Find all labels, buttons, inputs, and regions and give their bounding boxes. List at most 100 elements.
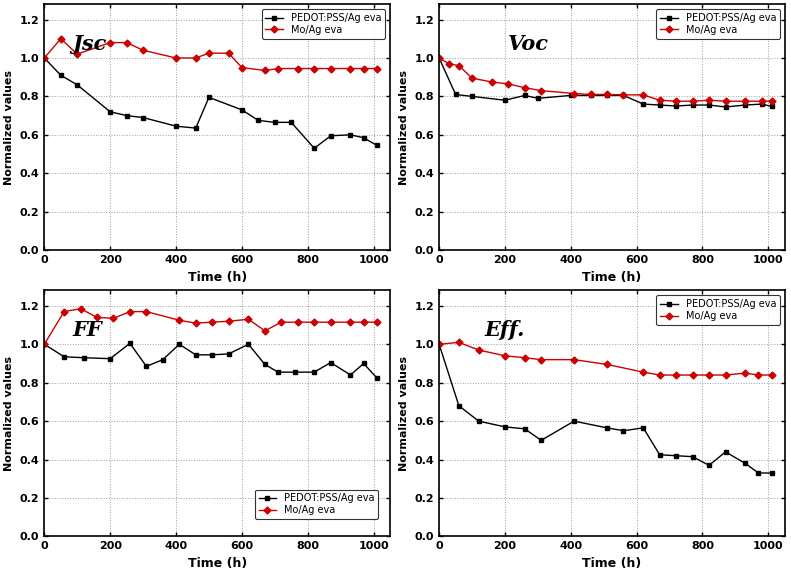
PEDOT:PSS/Ag eva: [359, 134, 369, 141]
PEDOT:PSS/Ag eva: [721, 103, 730, 110]
PEDOT:PSS/Ag eva: [467, 93, 477, 100]
Mo/Ag eva: [372, 65, 381, 72]
PEDOT:PSS/Ag eva: [704, 102, 713, 108]
Mo/Ag eva: [536, 87, 546, 94]
X-axis label: Time (h): Time (h): [187, 557, 247, 570]
Mo/Ag eva: [359, 319, 369, 325]
Mo/Ag eva: [570, 356, 579, 363]
PEDOT:PSS/Ag eva: [688, 453, 698, 460]
PEDOT:PSS/Ag eva: [122, 112, 131, 119]
Mo/Ag eva: [244, 316, 253, 323]
PEDOT:PSS/Ag eva: [207, 351, 217, 358]
Mo/Ag eva: [293, 319, 302, 325]
Mo/Ag eva: [309, 319, 319, 325]
Mo/Ag eva: [504, 80, 513, 87]
Legend: PEDOT:PSS/Ag eva, Mo/Ag eva: PEDOT:PSS/Ag eva, Mo/Ag eva: [657, 9, 780, 39]
Mo/Ag eva: [721, 98, 730, 104]
PEDOT:PSS/Ag eva: [500, 97, 509, 104]
Mo/Ag eva: [309, 65, 319, 72]
PEDOT:PSS/Ag eva: [142, 363, 151, 370]
Mo/Ag eva: [638, 91, 648, 98]
PEDOT:PSS/Ag eva: [586, 92, 596, 99]
X-axis label: Time (h): Time (h): [582, 270, 642, 284]
Text: Voc: Voc: [509, 34, 549, 54]
Line: PEDOT:PSS/Ag eva: PEDOT:PSS/Ag eva: [42, 56, 379, 151]
Mo/Ag eva: [586, 91, 596, 98]
Mo/Ag eva: [260, 327, 270, 334]
PEDOT:PSS/Ag eva: [260, 361, 270, 368]
Mo/Ag eva: [326, 65, 335, 72]
PEDOT:PSS/Ag eva: [451, 91, 460, 98]
Mo/Ag eva: [191, 320, 200, 327]
Mo/Ag eva: [191, 55, 200, 61]
PEDOT:PSS/Ag eva: [655, 451, 664, 458]
PEDOT:PSS/Ag eva: [326, 133, 335, 139]
PEDOT:PSS/Ag eva: [309, 369, 319, 375]
PEDOT:PSS/Ag eva: [40, 341, 49, 348]
Mo/Ag eva: [454, 62, 464, 69]
Mo/Ag eva: [40, 55, 49, 61]
PEDOT:PSS/Ag eva: [326, 359, 335, 366]
Mo/Ag eva: [204, 50, 214, 57]
Mo/Ag eva: [757, 98, 766, 104]
Mo/Ag eva: [224, 318, 233, 325]
PEDOT:PSS/Ag eva: [454, 402, 464, 409]
PEDOT:PSS/Ag eva: [602, 92, 611, 99]
PEDOT:PSS/Ag eva: [105, 108, 115, 115]
Text: Eff.: Eff.: [484, 320, 524, 340]
Mo/Ag eva: [359, 65, 369, 72]
PEDOT:PSS/Ag eva: [655, 102, 664, 108]
PEDOT:PSS/Ag eva: [520, 425, 529, 432]
PEDOT:PSS/Ag eva: [638, 424, 648, 431]
Mo/Ag eva: [274, 65, 283, 72]
Line: PEDOT:PSS/Ag eva: PEDOT:PSS/Ag eva: [42, 341, 379, 381]
Line: Mo/Ag eva: Mo/Ag eva: [42, 36, 379, 73]
Mo/Ag eva: [740, 98, 750, 104]
PEDOT:PSS/Ag eva: [434, 341, 444, 348]
PEDOT:PSS/Ag eva: [372, 142, 381, 149]
PEDOT:PSS/Ag eva: [244, 341, 253, 348]
Mo/Ag eva: [602, 91, 611, 98]
Mo/Ag eva: [536, 356, 546, 363]
PEDOT:PSS/Ag eva: [274, 369, 283, 375]
PEDOT:PSS/Ag eva: [566, 92, 576, 99]
PEDOT:PSS/Ag eva: [138, 114, 148, 121]
Mo/Ag eva: [93, 314, 102, 321]
PEDOT:PSS/Ag eva: [346, 371, 355, 378]
PEDOT:PSS/Ag eva: [757, 100, 766, 107]
Mo/Ag eva: [721, 371, 730, 378]
Mo/Ag eva: [142, 308, 151, 315]
PEDOT:PSS/Ag eva: [73, 82, 82, 88]
PEDOT:PSS/Ag eva: [536, 437, 546, 444]
Mo/Ag eva: [73, 51, 82, 57]
Mo/Ag eva: [434, 55, 444, 61]
PEDOT:PSS/Ag eva: [175, 341, 184, 348]
Mo/Ag eva: [138, 47, 148, 54]
Mo/Ag eva: [454, 339, 464, 346]
PEDOT:PSS/Ag eva: [105, 355, 115, 362]
PEDOT:PSS/Ag eva: [500, 424, 509, 430]
Line: Mo/Ag eva: Mo/Ag eva: [437, 56, 774, 104]
PEDOT:PSS/Ag eva: [740, 102, 750, 108]
PEDOT:PSS/Ag eva: [125, 340, 134, 347]
Line: Mo/Ag eva: Mo/Ag eva: [42, 307, 379, 347]
Y-axis label: Normalized values: Normalized values: [399, 356, 409, 471]
Mo/Ag eva: [672, 98, 681, 104]
Mo/Ag eva: [754, 371, 763, 378]
Mo/Ag eva: [237, 64, 247, 71]
Mo/Ag eva: [293, 65, 302, 72]
PEDOT:PSS/Ag eva: [172, 123, 181, 130]
PEDOT:PSS/Ag eva: [704, 462, 713, 469]
Mo/Ag eva: [520, 354, 529, 361]
PEDOT:PSS/Ag eva: [237, 106, 247, 113]
Mo/Ag eva: [467, 75, 477, 82]
Mo/Ag eva: [56, 36, 66, 42]
PEDOT:PSS/Ag eva: [434, 55, 444, 61]
Mo/Ag eva: [372, 319, 381, 325]
Mo/Ag eva: [704, 371, 713, 378]
Mo/Ag eva: [474, 347, 483, 354]
Mo/Ag eva: [445, 60, 454, 67]
Mo/Ag eva: [487, 79, 497, 86]
PEDOT:PSS/Ag eva: [254, 117, 263, 124]
PEDOT:PSS/Ag eva: [767, 470, 777, 476]
